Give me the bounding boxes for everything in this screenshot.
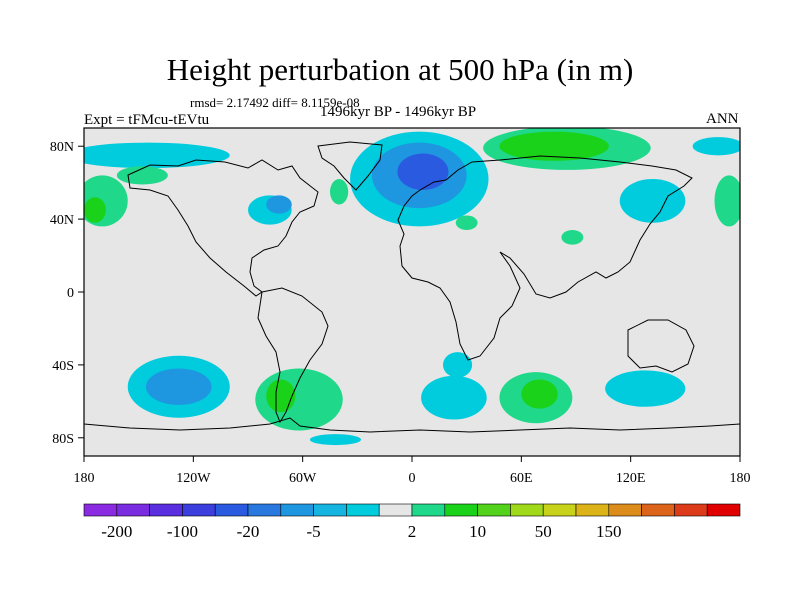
- colorbar-swatch-6: [280, 503, 314, 517]
- colorbar-swatch-19: [706, 503, 741, 517]
- colorbar-swatch-7: [313, 503, 347, 517]
- colorbar-label-2: -20: [237, 522, 260, 541]
- coastlines: [84, 141, 740, 433]
- colorbar-label-5: 10: [469, 522, 486, 541]
- region-north-pacific-pos-west-core: [84, 197, 106, 223]
- region-south-atlantic-negative-north: [442, 352, 473, 378]
- colorbar-swatch-2: [149, 503, 183, 517]
- region-arabia-positive: [561, 230, 584, 245]
- colorbar-swatch-12: [477, 503, 511, 517]
- x-tick-label-2: 60W: [289, 471, 317, 486]
- season-label: ANN: [706, 111, 739, 127]
- colorbar-swatch-3: [182, 503, 216, 517]
- region-south-indian-positive-core: [521, 379, 558, 409]
- y-tick-label-0: 80N: [50, 140, 74, 155]
- coast-greenland: [317, 141, 383, 191]
- colorbar-label-0: -200: [101, 522, 132, 541]
- colorbar-swatch-14: [542, 503, 577, 517]
- colorbar-swatch-0: [83, 503, 118, 517]
- region-south-atlantic-negative: [421, 375, 487, 420]
- colorbar-label-1: -100: [167, 522, 198, 541]
- region-arctic-asia-positive-core: [499, 131, 609, 161]
- x-tick-label-4: 60E: [510, 471, 533, 486]
- colorbar-swatch-5: [247, 503, 282, 517]
- region-north-atlantic-positive: [330, 179, 349, 205]
- x-axis: 180 120W 60W 0 60E 120E 180: [74, 456, 751, 486]
- period-label: 1496kyr BP - 1496kyr BP: [320, 104, 477, 120]
- x-tick-label-0: 180: [74, 471, 95, 486]
- region-northwest-pacific-negative: [692, 137, 740, 156]
- colorbar-swatch-9: [378, 503, 413, 517]
- colorbar-label-3: -5: [307, 522, 321, 541]
- x-tick-label-5: 120E: [616, 471, 646, 486]
- colorbar-swatch-1: [116, 503, 150, 517]
- y-tick-label-4: 80S: [52, 432, 74, 447]
- chart-title: Height perturbation at 500 hPa (in m): [166, 52, 634, 87]
- region-north-pacific-pos-east: [116, 166, 168, 185]
- x-tick-label-1: 120W: [176, 471, 211, 486]
- coast-south-america: [257, 287, 329, 424]
- region-dateline-positive-east: [714, 175, 740, 227]
- y-tick-label-3: 40S: [52, 359, 74, 374]
- y-tick-label-2: 0: [67, 286, 74, 301]
- coast-eurasia-africa: [397, 155, 693, 361]
- colorbar-swatch-15: [575, 503, 610, 517]
- colorbar-label-6: 50: [535, 522, 552, 541]
- colorbar-swatch-10: [411, 503, 446, 517]
- region-east-asia-negative: [619, 179, 686, 223]
- colorbar-swatch-11: [444, 503, 478, 517]
- colorbar: -200 -100 -20 -5 2 10 50 150: [83, 503, 741, 541]
- x-tick-label-3: 0: [409, 471, 416, 486]
- region-south-pacific-negative-core: [145, 368, 212, 405]
- colorbar-swatch-17: [641, 503, 675, 517]
- colorbar-swatch-8: [346, 503, 380, 517]
- colorbar-label-4: 2: [408, 522, 417, 541]
- region-mediterranean-positive: [455, 215, 478, 231]
- rmsd-label: rmsd= 2.17492 diff= 8.1159e-08: [190, 95, 360, 110]
- region-north-pacific-negative: [84, 142, 230, 169]
- colorbar-swatch-4: [214, 503, 249, 517]
- region-australia-south-negative: [605, 370, 686, 407]
- coast-australia: [627, 319, 695, 373]
- region-north-america-negative-core: [266, 195, 292, 214]
- colorbar-label-7: 150: [596, 522, 622, 541]
- y-tick-label-1: 40N: [50, 213, 74, 228]
- region-south-america-negative-south: [309, 434, 361, 446]
- region-europe-negative-core: [397, 153, 449, 190]
- region-south-america-positive-core: [266, 379, 296, 413]
- x-tick-label-6: 180: [730, 471, 751, 486]
- colorbar-swatch-13: [510, 503, 544, 517]
- y-axis: 80N 40N 0 40S 80S: [50, 140, 84, 447]
- coast-antarctica: [84, 417, 740, 433]
- coast-north-america: [127, 159, 319, 297]
- colorbar-swatch-18: [674, 503, 708, 517]
- colorbar-swatch-16: [608, 503, 642, 517]
- experiment-label: Expt = tFMcu-tEVtu: [84, 112, 210, 128]
